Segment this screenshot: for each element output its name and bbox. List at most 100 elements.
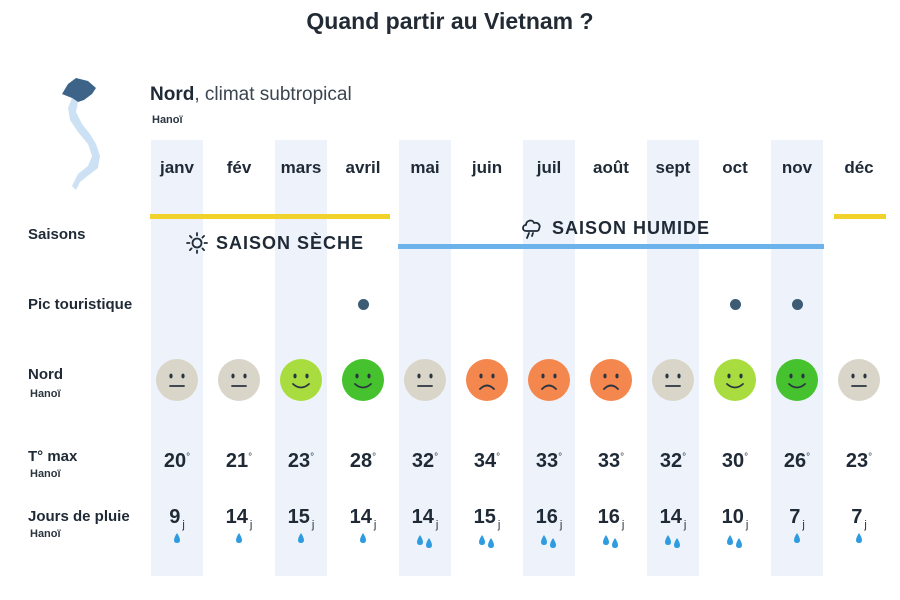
rain-days-unit: j xyxy=(373,519,377,531)
temp-number: 33 xyxy=(597,450,621,472)
rain-days-number: 9 xyxy=(169,506,181,528)
sad-face-icon xyxy=(590,359,632,401)
row-sublabel-rain: Hanoï xyxy=(30,528,61,540)
month-column-band xyxy=(523,140,575,576)
sad-face-icon xyxy=(528,359,570,401)
temp-value: 23° xyxy=(828,450,890,473)
rain-days-unit: j xyxy=(864,519,867,531)
month-header: mars xyxy=(280,158,322,177)
page-title: Quand partir au Vietnam ? xyxy=(306,8,594,34)
region-name: Nord xyxy=(150,84,195,105)
row-label-region: Nord xyxy=(28,366,63,383)
happy-face-icon xyxy=(342,359,384,401)
rain-days-value: 15 j xyxy=(456,506,518,531)
rain-drop xyxy=(541,535,547,545)
peak-dot xyxy=(357,299,369,310)
neutral-face-icon xyxy=(838,359,880,401)
temp-number: 23 xyxy=(845,450,869,472)
temp-unit: ° xyxy=(806,452,811,463)
rain-drop xyxy=(856,533,862,543)
rain-days-value: 16 j xyxy=(518,506,580,531)
rain-days-number: 16 xyxy=(535,506,558,528)
rain-days-unit: j xyxy=(435,519,439,531)
temp-number: 28 xyxy=(349,450,373,472)
month-column-band xyxy=(771,140,823,576)
month-column-band xyxy=(151,140,203,576)
temp-value: 33° xyxy=(580,450,642,473)
rain-days-value: 10 j xyxy=(704,506,766,531)
rain-days-value: 15 j xyxy=(270,506,332,531)
rain-days-value: 14 j xyxy=(394,506,456,531)
month-header: nov xyxy=(781,158,813,177)
rain-drops-icon xyxy=(236,533,242,543)
temp-number: 33 xyxy=(535,450,559,472)
rain-days-number: 7 xyxy=(851,506,863,528)
rain-drops-icon xyxy=(665,535,680,548)
rain-drop xyxy=(426,538,432,548)
rain-drop xyxy=(727,535,733,545)
temp-value: 20° xyxy=(146,450,208,473)
rain-days-unit: j xyxy=(683,519,687,531)
wet-season-label: SAISON HUMIDE xyxy=(520,216,710,240)
row-label-tmax: T° max xyxy=(28,448,78,465)
region-climate: , climat subtropical xyxy=(194,84,352,105)
rain-drops-icon xyxy=(360,533,366,543)
row-sublabel-tmax: Hanoï xyxy=(30,468,61,480)
rain-drop xyxy=(488,538,494,548)
rain-days-number: 10 xyxy=(721,506,744,528)
rain-drop xyxy=(612,538,618,548)
rain-days-unit: j xyxy=(802,519,805,531)
month-column-band xyxy=(275,140,327,576)
temp-unit: ° xyxy=(620,452,625,463)
temp-unit: ° xyxy=(496,452,501,463)
month-header: déc xyxy=(844,158,874,177)
temp-number: 30 xyxy=(721,450,745,472)
month-header: juil xyxy=(536,158,562,177)
temp-value: 34° xyxy=(456,450,518,473)
rain-days-value: 14 j xyxy=(332,506,394,531)
rain-days-unit: j xyxy=(559,519,563,531)
rain-days-number: 15 xyxy=(473,506,496,528)
temp-number: 32 xyxy=(659,450,683,472)
temp-value: 26° xyxy=(766,450,828,473)
rain-drop xyxy=(674,538,680,548)
rain-days-number: 14 xyxy=(659,506,682,528)
row-label-peak: Pic touristique xyxy=(28,296,133,313)
temp-unit: ° xyxy=(558,452,563,463)
temp-unit: ° xyxy=(186,452,191,463)
row-label-rain: Jours de pluie xyxy=(28,508,130,525)
rain-drop xyxy=(794,533,800,543)
month-header: sept xyxy=(655,158,691,177)
region-title: Nord, climat subtropical xyxy=(150,84,352,106)
rain-days-unit: j xyxy=(249,519,253,531)
rain-days-unit: j xyxy=(745,519,749,531)
temp-number: 26 xyxy=(783,450,807,472)
rain-days-unit: j xyxy=(182,519,185,531)
temp-unit: ° xyxy=(434,452,439,463)
temp-value: 23° xyxy=(270,450,332,473)
neutral-face-icon xyxy=(218,359,260,401)
temp-number: 21 xyxy=(225,450,249,472)
rain-drop xyxy=(665,535,671,545)
sun-icon xyxy=(186,232,208,254)
rain-days-value: 14 j xyxy=(642,506,704,531)
sad-face-icon xyxy=(466,359,508,401)
dry-season-label: SAISON SÈCHE xyxy=(186,232,364,254)
rain-days-number: 16 xyxy=(597,506,620,528)
rain-cloud-icon xyxy=(522,219,541,239)
rain-days-number: 14 xyxy=(225,506,248,528)
rain-days-unit: j xyxy=(621,519,625,531)
rain-days-number: 15 xyxy=(287,506,310,528)
month-column-band xyxy=(399,140,451,576)
rain-drop xyxy=(736,538,742,548)
dry-season-text: SAISON SÈCHE xyxy=(216,232,365,253)
row-sublabel-region: Hanoï xyxy=(30,388,61,400)
rain-drop xyxy=(298,533,304,543)
rain-days-unit: j xyxy=(497,519,501,531)
neutral-face-icon xyxy=(652,359,694,401)
rain-days-number: 7 xyxy=(789,506,801,528)
happy-face-icon xyxy=(776,359,818,401)
month-column-band xyxy=(647,140,699,576)
rain-drops-icon xyxy=(856,533,862,543)
